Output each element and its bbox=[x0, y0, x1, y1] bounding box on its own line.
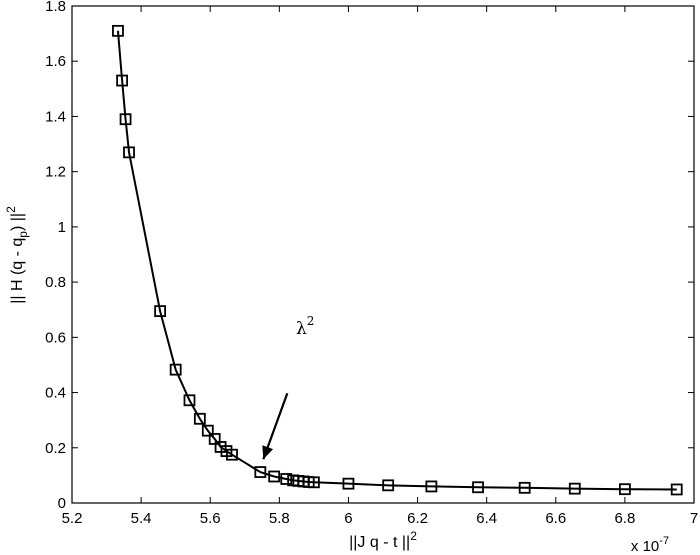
y-axis-label: || H (q - qp) ||2 bbox=[4, 206, 30, 304]
data-point-marker bbox=[268, 470, 281, 483]
annotation-lambda: λ2 bbox=[296, 314, 314, 339]
data-point-marker bbox=[254, 466, 267, 478]
data-point-marker bbox=[116, 74, 129, 87]
y-tick-label: 1.8 bbox=[45, 0, 66, 15]
axis-ticks: 5.2 5.4 5.6 5.8 6 6.2 6.4 6.6 6.8 7 0 0.2 0.4 0.6 0.8 1… bbox=[45, 0, 698, 527]
arrow-head bbox=[262, 445, 274, 460]
x-tick-label: 6.8 bbox=[614, 510, 635, 527]
data-point-marker bbox=[425, 480, 438, 493]
y-tick-label: 1.2 bbox=[45, 164, 66, 181]
data-point-marker bbox=[123, 146, 135, 159]
data-point-marker bbox=[307, 476, 320, 489]
data-point-marker bbox=[169, 363, 182, 376]
x-axis-multiplier-exp: -7 bbox=[659, 535, 669, 547]
data-point-marker bbox=[382, 479, 395, 492]
x-axis-multiplier-text: x 10 bbox=[631, 538, 659, 555]
x-tick-label: 5.8 bbox=[269, 510, 290, 527]
y-tick-label: 0 bbox=[58, 495, 66, 512]
annotation-arrow bbox=[262, 392, 289, 460]
series-line bbox=[116, 30, 677, 491]
y-tick-label: 1.4 bbox=[45, 108, 66, 125]
data-point-marker bbox=[568, 482, 581, 495]
data-point-marker bbox=[201, 424, 214, 437]
y-tick-label: 0.6 bbox=[45, 329, 66, 346]
y-tick-label: 1 bbox=[58, 219, 66, 236]
y-axis-label-sup: 2 bbox=[4, 206, 18, 213]
data-point-marker bbox=[193, 412, 206, 425]
x-tick-label: 6 bbox=[344, 510, 352, 527]
x-axis-label-sup: 2 bbox=[410, 529, 417, 543]
y-axis-label-text: || H (q - q bbox=[9, 238, 26, 304]
x-axis-label-text: ||J q - t || bbox=[349, 534, 410, 551]
plot-area bbox=[71, 5, 695, 504]
x-tick-label: 5.2 bbox=[62, 510, 83, 527]
y-tick-label: 0.2 bbox=[45, 440, 66, 457]
data-point-marker bbox=[183, 394, 196, 407]
data-point-marker bbox=[670, 483, 683, 496]
y-tick-label: 1.6 bbox=[45, 53, 66, 70]
y-tick-label: 0.4 bbox=[45, 385, 66, 402]
data-point-marker bbox=[154, 305, 167, 318]
data-point-marker bbox=[119, 113, 132, 126]
data-point-marker bbox=[226, 448, 238, 461]
data-series bbox=[112, 24, 683, 496]
x-axis-label: ||J q - t ||2 bbox=[349, 529, 417, 551]
x-tick-label: 5.4 bbox=[131, 510, 152, 527]
annotation-lambda-sup: 2 bbox=[307, 314, 315, 328]
y-tick-label: 0.8 bbox=[45, 274, 66, 291]
data-point-marker bbox=[342, 477, 355, 490]
x-tick-label: 6.6 bbox=[545, 510, 566, 527]
data-point-marker bbox=[280, 473, 293, 485]
x-tick-label: 7 bbox=[690, 510, 698, 527]
x-tick-label: 6.4 bbox=[476, 510, 497, 527]
x-axis-multiplier: x 10-7 bbox=[631, 535, 669, 555]
x-tick-label: 6.2 bbox=[407, 510, 428, 527]
y-axis-label-sub: p bbox=[16, 231, 30, 238]
annotation-lambda-text: λ bbox=[296, 319, 307, 339]
data-point-marker bbox=[518, 481, 531, 494]
data-point-marker bbox=[112, 24, 124, 37]
data-point-marker bbox=[472, 481, 484, 494]
y-axis-label-tail: ) || bbox=[9, 213, 26, 231]
data-point-marker bbox=[618, 483, 631, 496]
x-tick-label: 5.6 bbox=[200, 510, 221, 527]
